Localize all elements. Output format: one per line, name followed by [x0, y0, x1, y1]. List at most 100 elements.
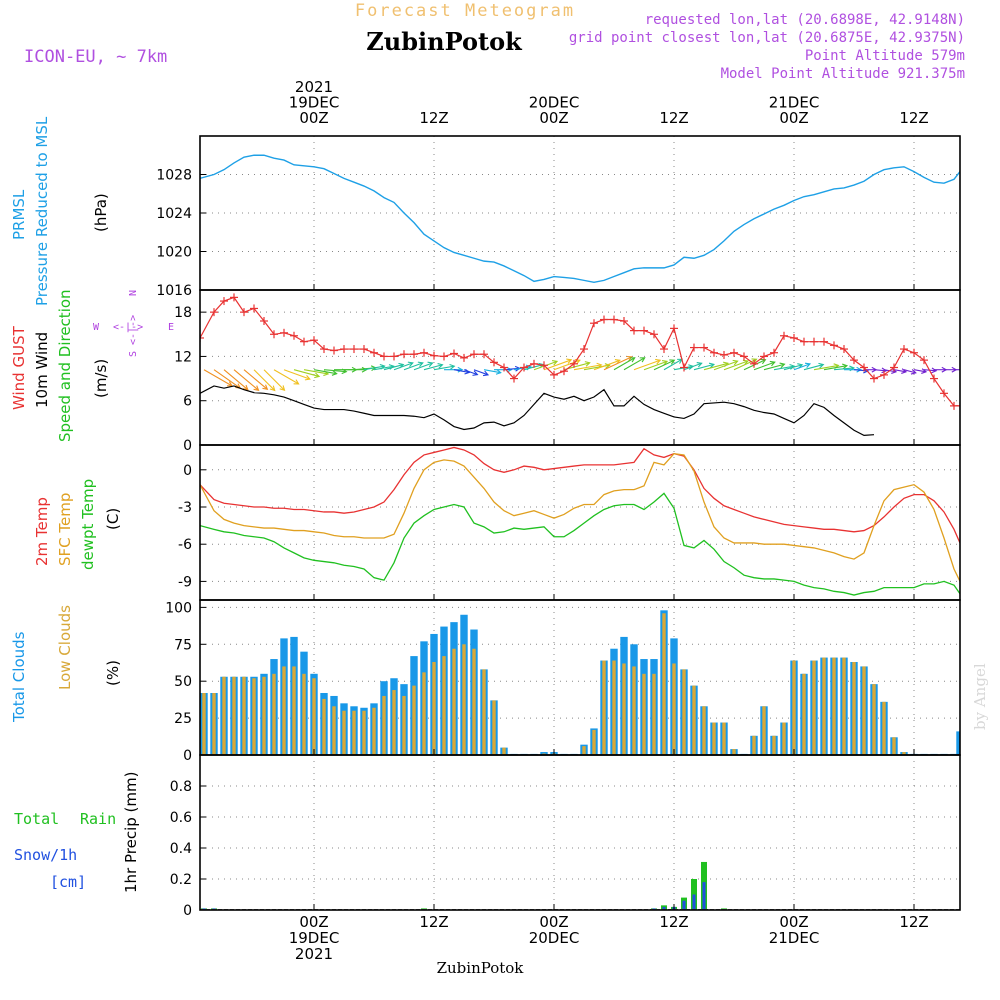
wind-arrow [543, 358, 573, 371]
wind-arrow [763, 362, 786, 371]
panel-wind: 0 6 12 18 [174, 289, 961, 454]
bar-low-cloud [752, 735, 756, 755]
wind-arrow [273, 369, 300, 385]
wind-arrow-shaft [293, 369, 320, 377]
wind-arrow-head [629, 357, 636, 363]
bar-low-cloud [262, 676, 266, 755]
bar-low-cloud [322, 698, 326, 755]
gust-point [350, 345, 358, 354]
wind-arrow-shaft [203, 369, 233, 387]
wind-arrow-head [779, 362, 786, 369]
wind-arrow-head [482, 370, 490, 377]
gust-point [600, 315, 608, 324]
bar-low-cloud [902, 752, 906, 755]
x-tick-label-bottom: 19DEC [289, 929, 340, 947]
bar-low-cloud [672, 663, 676, 755]
wind-arrow-shaft [623, 357, 645, 371]
panel-pressure: 1016 1020 1024 1028 [156, 135, 961, 299]
gust-point [440, 352, 448, 361]
series-line-gust [200, 296, 960, 407]
wind-arrow-shaft [723, 360, 749, 371]
bar-low-cloud [412, 685, 416, 755]
wind-arrow-head [626, 355, 633, 362]
bar-low-cloud [302, 673, 306, 755]
wind-arrow-head [696, 361, 703, 368]
gust-point [860, 363, 868, 372]
wind-arrow [893, 368, 908, 374]
y-tick-label: 6 [183, 394, 192, 410]
bar-low-cloud [712, 722, 716, 755]
gust-point [430, 351, 438, 360]
gust-point [320, 345, 328, 354]
gust-point [650, 330, 658, 339]
gust-point [920, 356, 928, 365]
bar-low-cloud [872, 684, 876, 755]
wind-arrow-head [818, 362, 825, 369]
label-rain: Rain [80, 810, 116, 828]
y-tick-label: 50 [174, 674, 192, 690]
wind-arrow-head [293, 379, 300, 385]
gust-point [700, 343, 708, 352]
x-tick-label-bottom: 21DEC [769, 929, 820, 947]
wind-arrow [823, 363, 849, 371]
wind-arrow-shaft [733, 358, 757, 371]
x-tick-label-bottom: 12Z [419, 913, 448, 931]
wind-arrow-shaft [683, 362, 702, 371]
compass-s: S [128, 351, 139, 357]
gust-point [660, 345, 668, 354]
wind-arrow [693, 362, 716, 371]
compass-v: <-|-> [128, 315, 139, 345]
bar-low-cloud [342, 710, 346, 755]
bar-low-cloud [422, 672, 426, 755]
x-tick-label-bottom: 00Z [299, 913, 328, 931]
wind-arrow [613, 357, 636, 371]
wind-arrow-head [407, 361, 414, 367]
bar-low-cloud [822, 657, 826, 755]
wind-arrow-shaft [233, 369, 259, 391]
gust-point [310, 336, 318, 345]
wind-arrow-head [262, 384, 269, 391]
wind-arrow [603, 355, 633, 371]
gust-point [450, 349, 458, 358]
wind-arrow-shaft [463, 369, 478, 376]
wind-arrow-shaft [763, 363, 785, 371]
bar-low-cloud [252, 678, 256, 755]
y-tick-label: 1024 [156, 206, 192, 222]
gust-point [770, 348, 778, 357]
gust-point [940, 389, 948, 398]
gust-point [360, 345, 368, 354]
bar-low-cloud [332, 706, 336, 755]
wind-arrow-shaft [433, 365, 455, 371]
wind-arrow-head [742, 359, 749, 366]
compass-h: <-|-> [113, 322, 143, 333]
wind-arrow [243, 369, 269, 391]
bar-low-cloud [782, 722, 786, 755]
gust-point [720, 350, 728, 359]
wind-arrow [653, 359, 676, 371]
panel-frame [199, 289, 961, 446]
wind-arrow [723, 359, 749, 371]
wind-arrow [483, 369, 502, 375]
bar-low-cloud [482, 669, 486, 755]
wind-arrow-shaft [543, 359, 572, 371]
wind-arrow [233, 369, 260, 392]
wind-arrow [903, 369, 917, 375]
bar-low-cloud [582, 746, 586, 755]
wind-arrow [793, 362, 812, 371]
gust-point [570, 359, 578, 368]
gust-point [560, 367, 568, 376]
closest-coords: grid point closest lon,lat (20.6875E, 42… [569, 30, 965, 46]
wind-arrow-head [901, 368, 908, 374]
label-dewpt-temp: dewpt Temp [79, 479, 97, 570]
bar-low-cloud [722, 722, 726, 755]
model-altitude: Model Point Altitude 921.375m [721, 66, 965, 82]
gust-point [340, 345, 348, 354]
wind-arrow-shaft [913, 369, 927, 373]
gust-point [780, 331, 788, 340]
credit-text: by Angel [971, 663, 989, 730]
wind-arrow-shaft [813, 364, 839, 371]
label-2m-temp: 2m Temp [33, 497, 51, 566]
bar-low-cloud [762, 706, 766, 755]
wind-arrow-shaft [453, 369, 470, 373]
